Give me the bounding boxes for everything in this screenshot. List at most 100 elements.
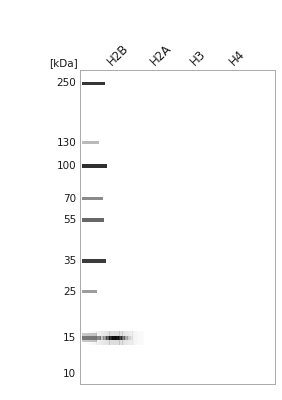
Bar [108, 330, 110, 345]
Bar [124, 336, 125, 340]
Bar [116, 336, 117, 340]
Bar [86, 330, 88, 345]
Text: 250: 250 [56, 78, 76, 88]
Bar [131, 336, 132, 340]
Bar [91, 330, 92, 345]
Bar [125, 330, 127, 345]
Bar [111, 336, 112, 340]
Bar [131, 330, 133, 345]
Bar [94, 330, 95, 345]
Bar [82, 336, 102, 340]
Bar [102, 330, 104, 345]
Bar [98, 336, 99, 340]
Bar [105, 336, 106, 340]
Bar [114, 330, 115, 345]
Bar [115, 336, 116, 340]
Bar [112, 336, 113, 340]
Text: H2A: H2A [148, 42, 174, 68]
Bar [101, 330, 102, 345]
Bar [130, 336, 131, 340]
Bar [123, 336, 124, 340]
Bar [116, 336, 117, 340]
Bar [127, 330, 128, 345]
Bar [122, 336, 123, 340]
Bar [100, 336, 101, 340]
Bar [126, 336, 127, 340]
Bar [106, 336, 107, 340]
Text: 25: 25 [63, 287, 76, 297]
Bar [140, 330, 141, 345]
Bar [118, 330, 120, 345]
Bar [109, 336, 110, 340]
Bar [89, 330, 91, 345]
Bar [129, 336, 130, 340]
Bar [97, 336, 98, 340]
Bar [121, 336, 122, 340]
Bar [107, 336, 108, 340]
Bar [129, 330, 131, 345]
Bar [98, 336, 99, 340]
Bar [142, 330, 144, 345]
Text: 100: 100 [56, 161, 76, 171]
Bar [132, 336, 133, 340]
Bar [116, 330, 118, 345]
Bar [97, 336, 98, 340]
Bar [113, 336, 114, 340]
Text: 35: 35 [63, 256, 76, 266]
Text: 130: 130 [56, 138, 76, 148]
Text: [kDa]: [kDa] [49, 58, 78, 68]
Bar [135, 330, 137, 345]
Bar [112, 330, 114, 345]
Bar [122, 330, 124, 345]
Bar [115, 336, 116, 340]
Bar [109, 330, 111, 345]
Bar [125, 336, 126, 340]
Bar [115, 330, 117, 345]
Bar [133, 330, 134, 345]
Bar [98, 330, 100, 345]
Bar [82, 164, 107, 168]
Bar [130, 336, 131, 340]
Text: H2B: H2B [105, 42, 132, 68]
Bar [92, 330, 94, 345]
Bar [114, 336, 115, 340]
Bar [118, 336, 119, 340]
Bar [82, 333, 97, 342]
Text: H4: H4 [227, 47, 248, 68]
Bar [120, 330, 121, 345]
Text: 15: 15 [63, 333, 76, 343]
Bar [107, 336, 108, 340]
Bar [127, 336, 128, 340]
Bar [124, 330, 125, 345]
Bar [104, 336, 105, 340]
Bar [96, 330, 98, 345]
Bar [124, 336, 125, 340]
Bar [120, 336, 121, 340]
Bar [105, 330, 107, 345]
Bar [95, 330, 97, 345]
Bar [125, 336, 126, 340]
Bar [103, 330, 105, 345]
Bar [111, 330, 113, 345]
Bar [117, 336, 118, 340]
Bar [82, 218, 104, 222]
Text: 70: 70 [63, 194, 76, 204]
Bar [138, 330, 140, 345]
Bar [101, 336, 102, 340]
Bar [102, 336, 103, 340]
Bar [134, 330, 135, 345]
Bar [131, 336, 132, 340]
Bar [112, 336, 113, 340]
Bar [82, 82, 105, 85]
Text: H3: H3 [188, 48, 208, 68]
Bar [106, 336, 107, 340]
Bar [137, 330, 138, 345]
Bar [82, 197, 103, 200]
Bar [110, 336, 111, 340]
Bar [103, 336, 104, 340]
Bar [88, 330, 89, 345]
Bar [141, 330, 143, 345]
Bar [99, 330, 101, 345]
Bar [107, 330, 108, 345]
Bar [121, 330, 123, 345]
